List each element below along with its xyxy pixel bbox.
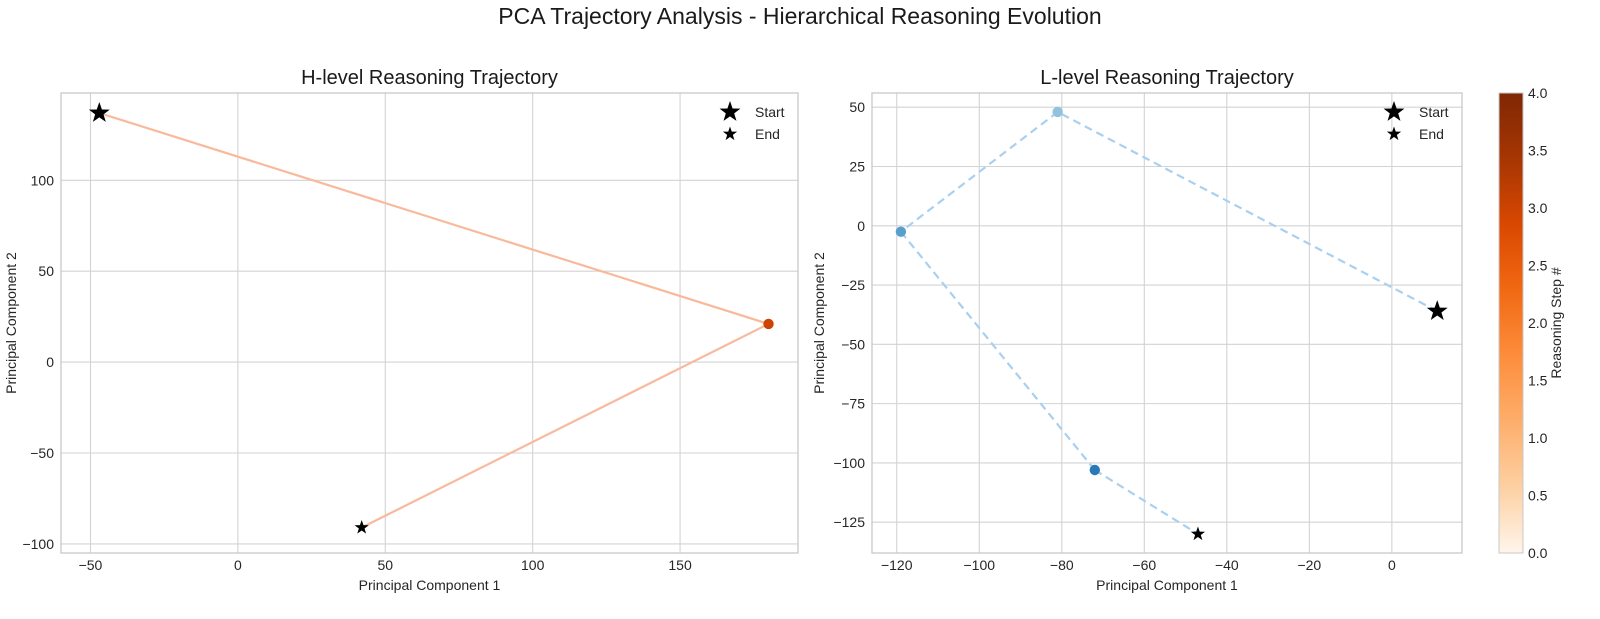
colorbar-label: Reasoning Step # xyxy=(1548,267,1564,379)
x-tick-label: 100 xyxy=(521,557,545,573)
start-point xyxy=(1426,300,1448,321)
colorbar-tick-label: 1.5 xyxy=(1528,373,1548,389)
x-tick-label: −60 xyxy=(1132,557,1156,573)
x-tick-label: −50 xyxy=(79,557,103,573)
y-tick-label: −75 xyxy=(841,396,865,412)
legend-end-marker xyxy=(1386,126,1402,141)
legend-end-marker xyxy=(722,126,738,141)
legend-end-label: End xyxy=(1419,126,1444,142)
y-tick-label: 50 xyxy=(38,263,54,279)
plot-frame xyxy=(871,92,1463,554)
colorbar-tick-label: 1.0 xyxy=(1528,430,1548,446)
l-level-plot: −120 −100 −80 −60 −40 −20 0 −125 −100 −75 −50 −25 0 2… xyxy=(811,67,1463,593)
trajectory-segment xyxy=(98,111,769,325)
y-axis-label: Principal Component 2 xyxy=(3,252,19,394)
y-tick-label: 0 xyxy=(46,354,54,370)
x-tick-label: 150 xyxy=(668,557,692,573)
plot-frame xyxy=(60,92,799,554)
y-tick-label: −25 xyxy=(841,277,865,293)
y-tick-label: −100 xyxy=(22,536,54,552)
y-tick-label: 25 xyxy=(849,159,865,175)
start-point xyxy=(88,102,110,122)
trajectory-segment xyxy=(900,231,1096,471)
y-tick-label: −100 xyxy=(833,455,865,471)
x-tick-label: −100 xyxy=(963,557,995,573)
x-axis-label: Principal Component 1 xyxy=(1096,577,1238,593)
y-tick-label: 50 xyxy=(849,99,865,115)
x-tick-label: −80 xyxy=(1050,557,1074,573)
trajectory-segment xyxy=(1094,469,1199,535)
colorbar-tick-label: 4.0 xyxy=(1528,85,1548,101)
colorbar-tick-label: 2.0 xyxy=(1528,315,1548,331)
x-tick-label: 50 xyxy=(377,557,393,573)
data-point xyxy=(763,318,774,330)
h-level-plot: −50 0 50 100 150 −100 −50 0 50 100 H-level Reasoni… xyxy=(3,67,799,593)
y-tick-label: 0 xyxy=(857,218,865,234)
colorbar-tick-label: 0.5 xyxy=(1528,488,1548,504)
colorbar-tick-label: 3.0 xyxy=(1528,200,1548,216)
x-tick-label: 0 xyxy=(234,557,242,573)
legend-start-label: Start xyxy=(755,104,785,120)
end-point xyxy=(1190,526,1206,541)
colorbar: 0.0 0.5 1.0 1.5 2.0 2.5 3.0 3.5 4.0 Reasoning Ste… xyxy=(1498,85,1564,561)
x-tick-label: −40 xyxy=(1215,557,1239,573)
trajectory-segment xyxy=(900,111,1059,233)
data-point xyxy=(1052,106,1063,118)
colorbar-tick-label: 3.5 xyxy=(1528,143,1548,159)
y-axis-label: Principal Component 2 xyxy=(811,252,827,394)
legend-start-marker xyxy=(719,101,741,121)
y-tick-label: −50 xyxy=(30,445,54,461)
colorbar-tick-label: 2.5 xyxy=(1528,258,1548,274)
data-point xyxy=(1089,464,1100,476)
x-tick-label: −20 xyxy=(1297,557,1321,573)
legend-end-label: End xyxy=(755,126,780,142)
y-tick-label: 100 xyxy=(31,172,55,188)
x-axis-label: Principal Component 1 xyxy=(359,577,501,593)
trajectory-segment xyxy=(1057,110,1438,313)
colorbar-scale xyxy=(1498,92,1524,554)
y-tick-label: −125 xyxy=(833,514,865,530)
figure-title: PCA Trajectory Analysis - Hierarchical R… xyxy=(498,3,1102,29)
colorbar-tick-label: 0.0 xyxy=(1528,545,1548,561)
data-point xyxy=(895,226,907,237)
subplot-title: L-level Reasoning Trajectory xyxy=(1040,67,1293,89)
legend-start-label: Start xyxy=(1419,104,1449,120)
x-tick-label: 0 xyxy=(1388,557,1396,573)
x-tick-label: −120 xyxy=(881,557,913,573)
legend-start-marker xyxy=(1383,101,1405,121)
trajectory-segment xyxy=(361,322,770,529)
subplot-title: H-level Reasoning Trajectory xyxy=(301,67,558,89)
y-tick-label: −50 xyxy=(841,336,865,352)
end-point xyxy=(354,520,369,534)
